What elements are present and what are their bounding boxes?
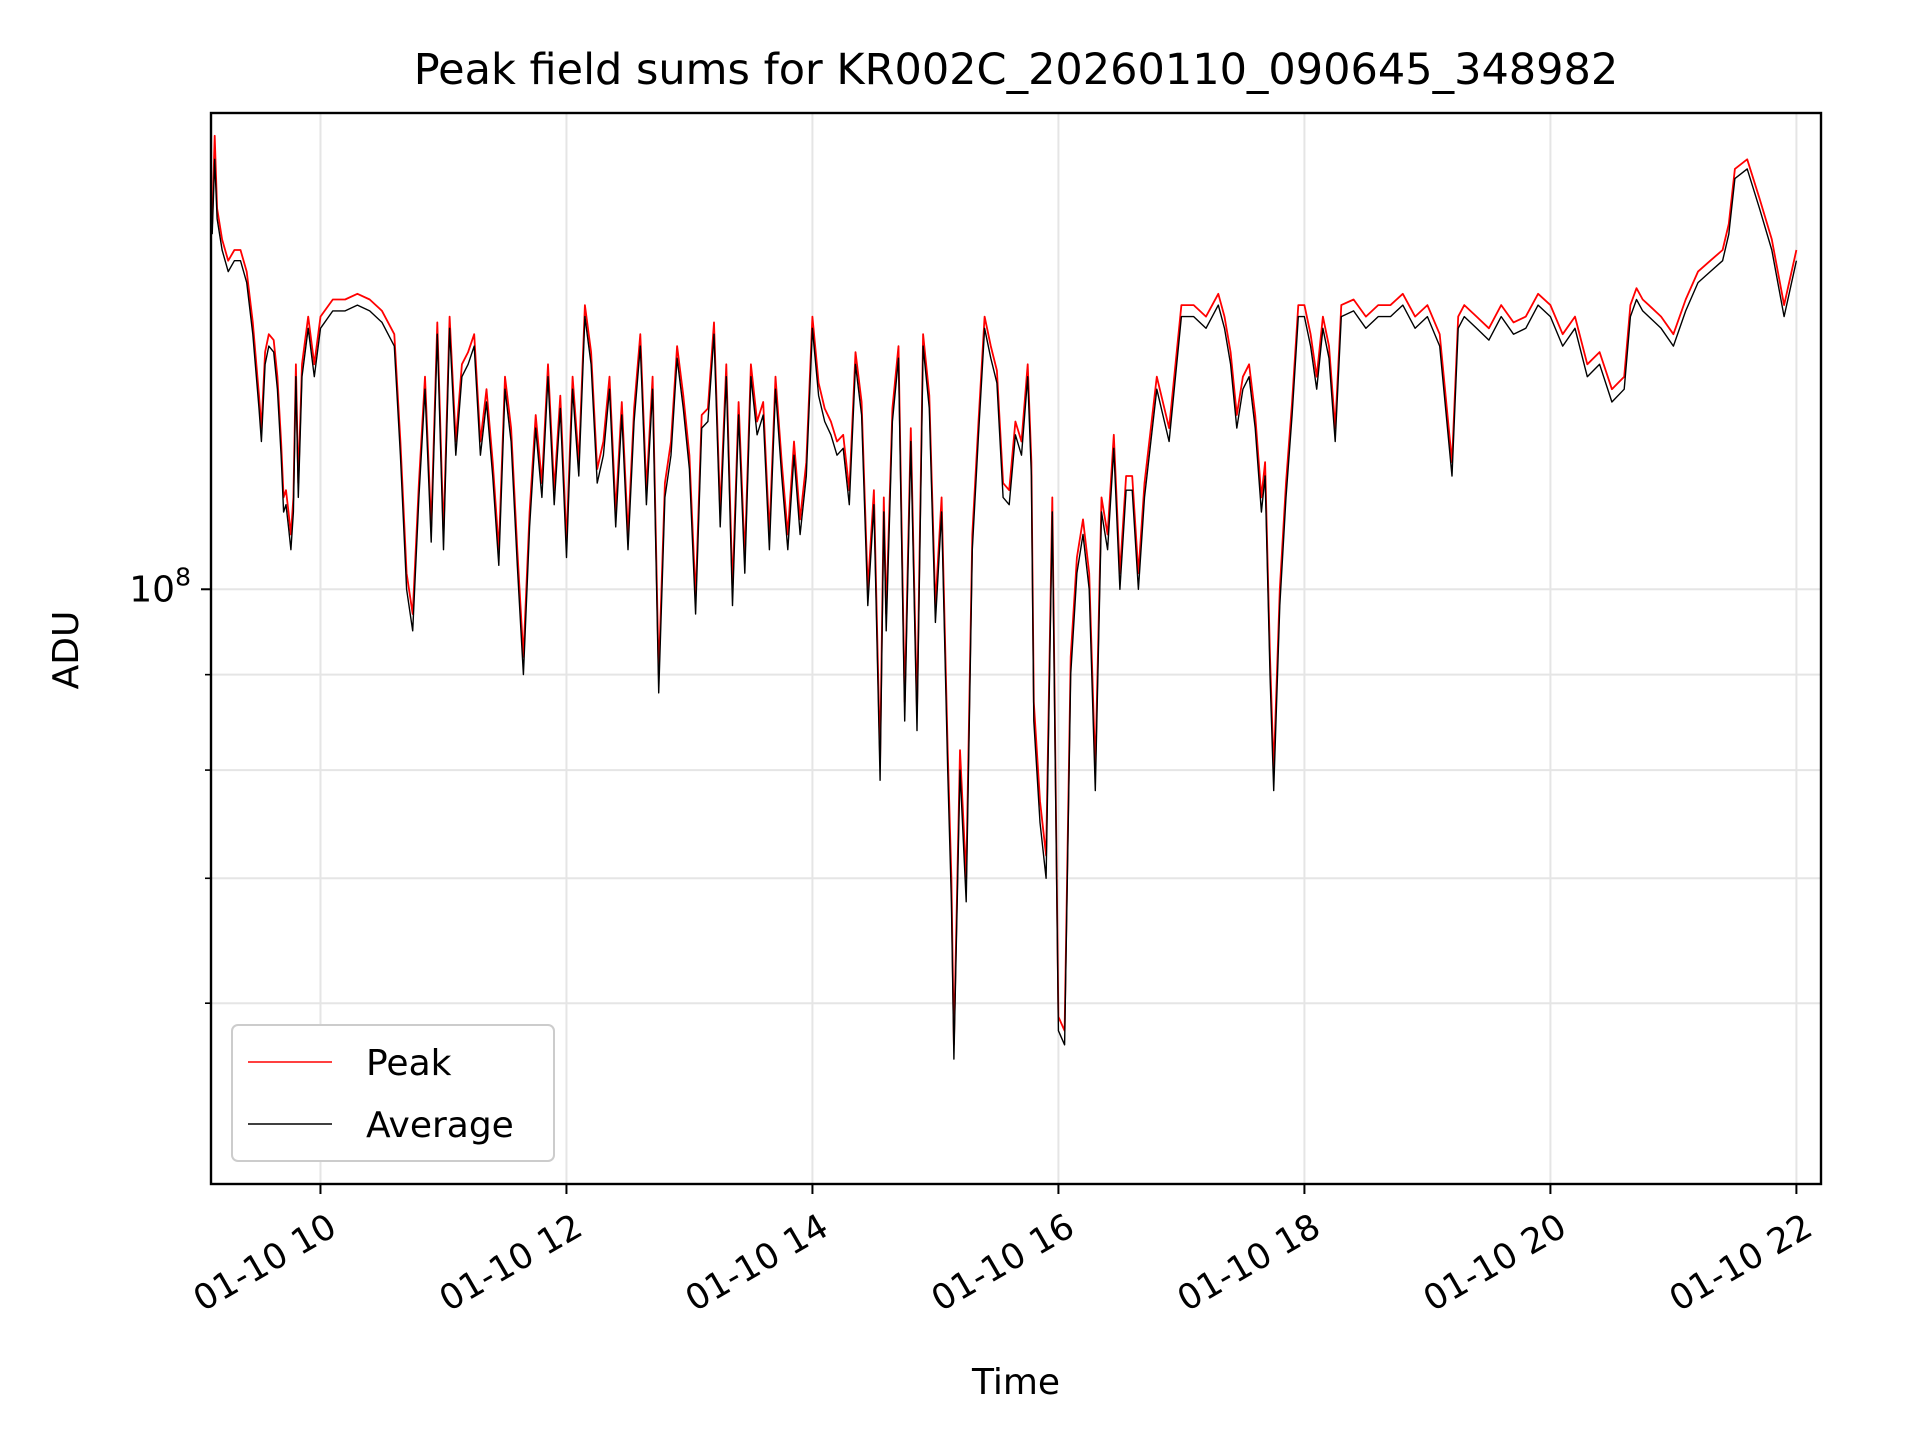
legend: Peak Average	[231, 1024, 555, 1162]
legend-frame	[231, 1024, 555, 1162]
y-tick-label: 108	[129, 562, 191, 610]
y-axis-label: ADU	[46, 611, 87, 690]
y-axis: 108	[129, 562, 211, 1004]
series-layer	[211, 134, 1798, 1060]
plot-frame	[209, 111, 1823, 1186]
series-line-average	[211, 158, 1798, 1060]
chart-title: Peak field sums for KR002C_20260110_0906…	[414, 45, 1618, 95]
legend-label-peak: Peak	[366, 1043, 452, 1084]
x-axis-label: Time	[971, 1362, 1060, 1403]
grid	[211, 113, 1821, 1184]
legend-label-average: Average	[366, 1105, 514, 1146]
